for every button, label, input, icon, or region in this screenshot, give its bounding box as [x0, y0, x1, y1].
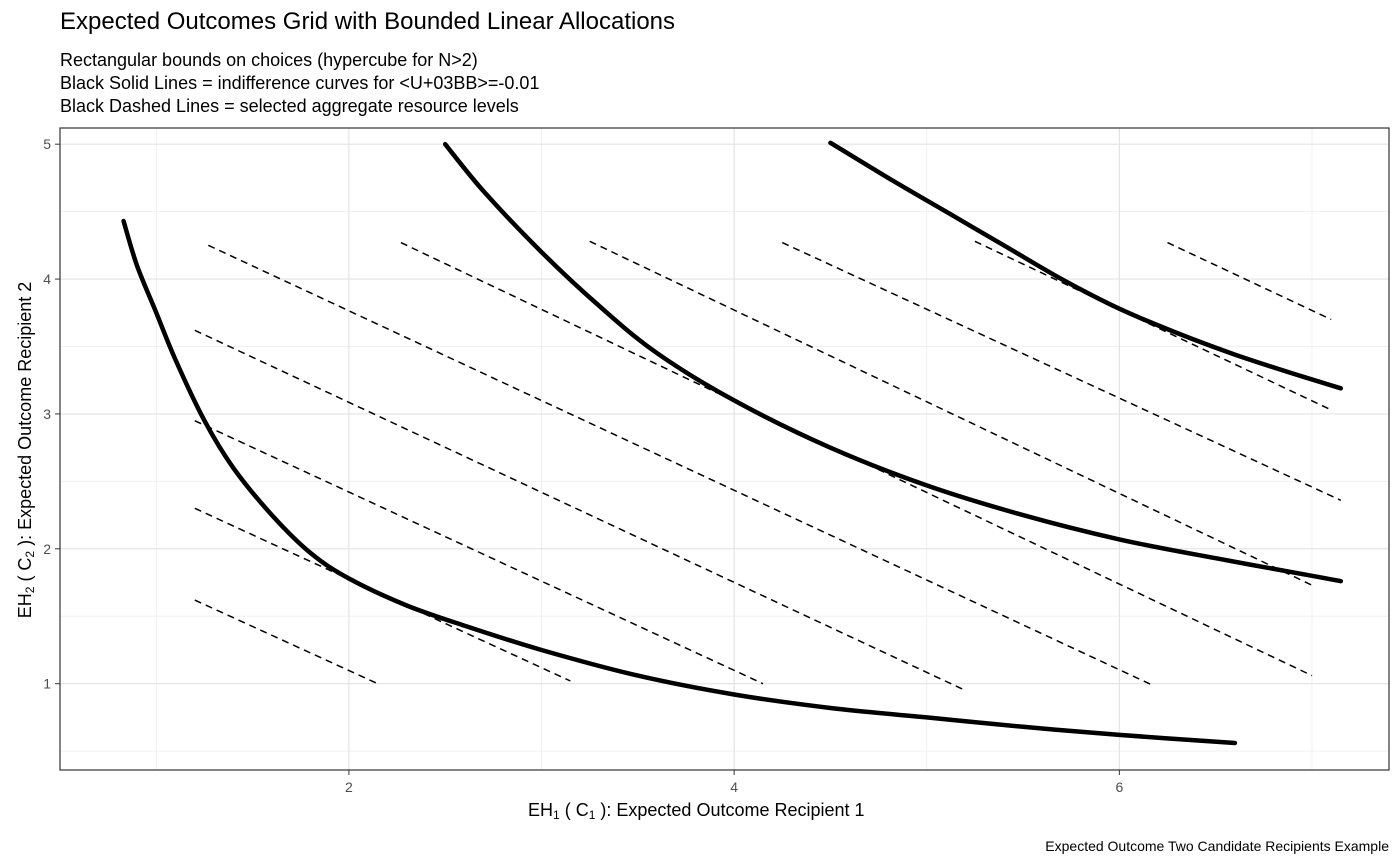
dashed-resource-line [1167, 241, 1332, 321]
indifference-curve [121, 218, 1238, 746]
axis-ticks: 2 4 6 1 2 3 4 5 [43, 136, 1123, 795]
indifference-curve [828, 140, 1344, 391]
dashed-resource-line [194, 599, 379, 685]
y-tick-label: 3 [43, 406, 51, 422]
gridlines [60, 128, 1389, 770]
dashed-resource-line [194, 420, 764, 685]
y-tick-label: 4 [43, 271, 51, 287]
y-tick-label: 2 [43, 541, 51, 557]
indifference-curve [442, 141, 1344, 584]
y-tick-label: 5 [43, 136, 51, 152]
chart-title: Expected Outcomes Grid with Bounded Line… [60, 8, 676, 35]
x-tick-label: 4 [730, 779, 738, 795]
dashed-lines [194, 240, 1342, 692]
dashed-resource-line [781, 241, 1342, 501]
dashed-resource-line [207, 244, 1153, 686]
y-tick-label: 1 [43, 676, 51, 692]
dashed-resource-line [194, 329, 966, 692]
subtitle-line-3: Black Dashed Lines = selected aggregate … [60, 96, 519, 116]
y-axis-label: EH2 ( C2 ): Expected Outcome Recipient 2 [15, 281, 37, 619]
panel-border [59, 127, 1390, 771]
subtitle-line-1: Rectangular bounds on choices (hypercube… [60, 50, 478, 70]
indifference-curves [121, 140, 1344, 746]
x-tick-label: 6 [1115, 779, 1123, 795]
dashed-resource-line [589, 240, 1313, 586]
subtitle-line-2: Black Solid Lines = indifference curves … [60, 73, 540, 93]
x-tick-label: 2 [345, 779, 353, 795]
x-axis-label: EH1 ( C1 ): Expected Outcome Recipient 1 [528, 800, 865, 822]
caption: Expected Outcome Two Candidate Recipient… [1045, 838, 1389, 854]
